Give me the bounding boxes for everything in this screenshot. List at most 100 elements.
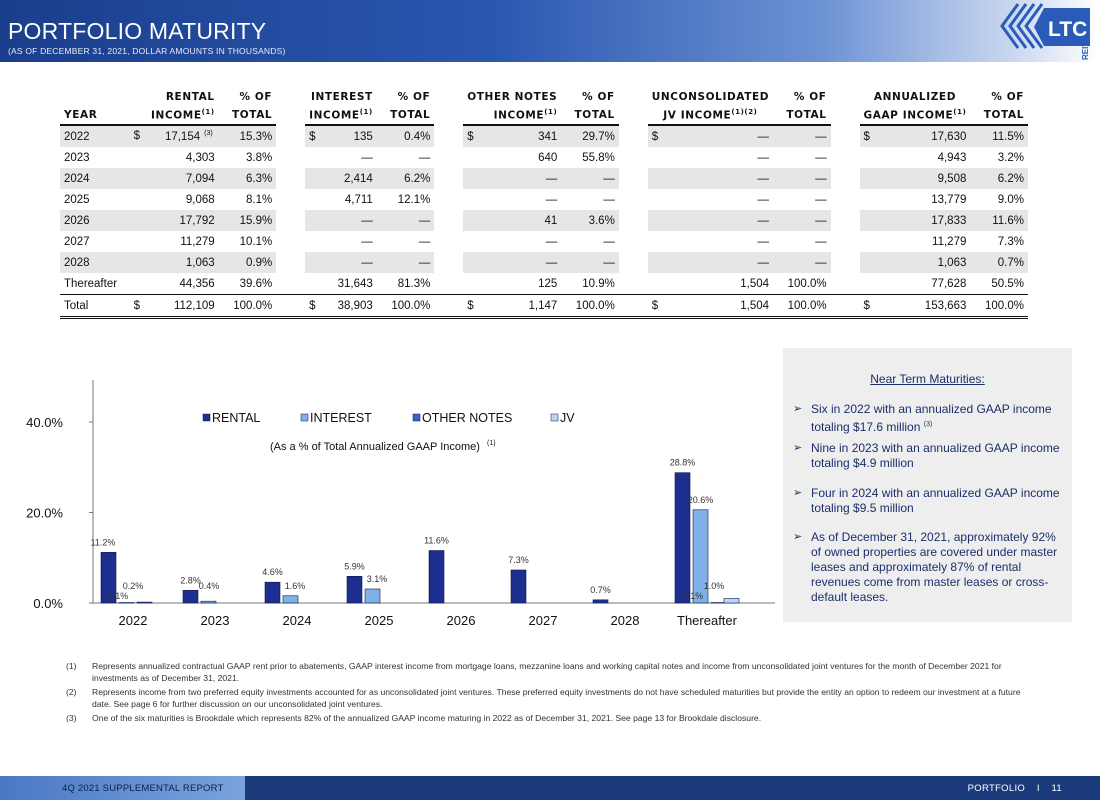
dollar-sign: $ xyxy=(309,130,316,143)
page-subtitle: (AS OF DECEMBER 31, 2021, DOLLAR AMOUNTS… xyxy=(8,46,286,56)
note-item: ➢ Four in 2024 with an annualized GAAP i… xyxy=(793,486,1060,515)
x-tick-label: 2028 xyxy=(611,613,640,628)
bar-rental xyxy=(346,576,363,604)
dollar-sign: $ xyxy=(309,299,316,312)
table-row: 2027 11,279 10.1% — — — — — —11,279 7.3% xyxy=(60,231,1028,252)
bar-rental xyxy=(592,599,609,604)
bar-other-notes xyxy=(136,601,153,604)
arrow-bullet-icon: ➢ xyxy=(793,531,803,543)
col-jv: UNCONSOLIDATED xyxy=(651,91,770,103)
table-row: 2022 $17,154 (3) 15.3% $135 0.4% $341 29.7% $ — — $… xyxy=(60,125,1028,147)
data-label: 4.6% xyxy=(262,567,283,577)
bar-rental xyxy=(182,590,199,604)
x-tick-label: 2024 xyxy=(283,613,312,628)
arrow-bullet-icon: ➢ xyxy=(793,487,803,499)
table-total-row: Total $112,109 100.0% $38,903 100.0% $1,147 10… xyxy=(60,294,1028,319)
ltc-logo: LTC REIT xyxy=(1000,3,1090,60)
bar-rental xyxy=(428,550,445,604)
footnote: (2) Represents income from two preferred … xyxy=(66,687,1021,709)
legend-swatch xyxy=(202,413,211,422)
data-label: 7.3% xyxy=(508,555,529,565)
bar-interest xyxy=(200,600,217,604)
bar-rental xyxy=(674,472,691,604)
note-item: ➢ Nine in 2023 with an annualized GAAP i… xyxy=(793,441,1060,470)
chart-annotation-sup: (1) xyxy=(487,440,496,447)
maturity-table: RENTAL % OF INTEREST % OF OTHER NOTES % … xyxy=(60,88,1028,319)
x-tick-label: 2023 xyxy=(201,613,230,628)
dollar-sign: $ xyxy=(133,130,140,143)
dollar-sign: $ xyxy=(863,299,870,312)
data-label: 11.2% xyxy=(91,537,116,547)
logo-text: LTC xyxy=(1048,18,1087,41)
col-interest: INTEREST xyxy=(310,91,373,103)
bar-rental xyxy=(510,569,527,604)
data-label: 3.1% xyxy=(367,574,388,584)
x-tick-label: 2025 xyxy=(365,613,394,628)
maturity-bar-chart: 0.0% 20.0% 40.0% 2022 2023 2024 2025 2026 2027 20… xyxy=(26,380,775,628)
data-label: 0.2% xyxy=(123,581,144,591)
dollar-sign: $ xyxy=(863,130,870,143)
dollar-sign: $ xyxy=(133,299,140,312)
data-label: 0.7% xyxy=(590,585,611,595)
legend-swatch xyxy=(300,413,309,422)
legend-label: INTEREST xyxy=(310,411,372,425)
near-term-maturities-panel: Near Term Maturities: ➢ Six in 2022 with… xyxy=(783,348,1072,622)
col-gaap: ANNUALIZED xyxy=(873,91,957,103)
page-header: PORTFOLIO MATURITY (AS OF DECEMBER 31, 2… xyxy=(0,0,1100,62)
dollar-sign: $ xyxy=(651,299,659,312)
legend-swatch xyxy=(412,413,421,422)
legend-label: JV xyxy=(560,411,575,425)
table-row: 2024 7,094 6.3% 2,414 6.2% — — — —9,508 6.2% xyxy=(60,168,1028,189)
page-footer: 4Q 2021 SUPPLEMENTAL REPORT PORTFOLIO I … xyxy=(0,776,1100,800)
table-row: 2026 17,792 15.9% — —41 3.6% — —17,833 11.6% xyxy=(60,210,1028,231)
dollar-sign: $ xyxy=(651,130,659,143)
data-label: 2.8% xyxy=(180,575,201,585)
bar-rental xyxy=(100,552,117,604)
x-tick-label: 2026 xyxy=(447,613,476,628)
table-header-row-2: YEAR INCOME(1) TOTAL INCOME(1) TOTAL INC… xyxy=(60,106,1028,126)
x-tick-label: Thereafter xyxy=(677,613,738,628)
bar-interest xyxy=(364,588,381,604)
col-year: YEAR xyxy=(60,106,130,126)
data-label: 1.6% xyxy=(285,581,306,591)
data-label: 0.1% xyxy=(683,591,704,601)
notes-title: Near Term Maturities: xyxy=(870,372,985,386)
footnote: (1) Represents annualized contractual GAA… xyxy=(66,661,1002,683)
data-label: 28.8% xyxy=(670,458,696,468)
table-row: 2028 1,063 0.9% — — — — — —1,063 0.7% xyxy=(60,252,1028,273)
data-label: 0.4% xyxy=(199,581,220,591)
data-label: 20.6% xyxy=(688,495,714,505)
bar-interest xyxy=(692,509,709,604)
data-label: 1.0% xyxy=(704,581,725,591)
report-name: 4Q 2021 SUPPLEMENTAL REPORT xyxy=(62,783,224,794)
footnote: (3) One of the six maturities is Brookdal… xyxy=(66,713,762,723)
x-tick-label: 2022 xyxy=(119,613,148,628)
y-tick-label: 0.0% xyxy=(33,596,63,611)
legend-label: OTHER NOTES xyxy=(422,411,512,425)
legend-label: RENTAL xyxy=(212,411,260,425)
col-rental: RENTAL xyxy=(165,91,215,103)
page-section-number: PORTFOLIO I 11 xyxy=(967,783,1062,794)
table-row: 2023 4,303 3.8% — —640 55.8% — —4,943 3.2% xyxy=(60,147,1028,168)
bar-interest xyxy=(282,595,299,604)
dollar-sign: $ xyxy=(467,130,474,143)
logo-sub: REIT xyxy=(1081,42,1090,60)
chart-annotation: (As a % of Total Annualized GAAP Income) xyxy=(270,441,480,453)
data-label: 11.6% xyxy=(424,536,449,546)
arrow-bullet-icon: ➢ xyxy=(793,442,803,454)
table-row: 2025 9,068 8.1% 4,711 12.1% — — — —13,779 9.0% xyxy=(60,189,1028,210)
dollar-sign: $ xyxy=(467,299,474,312)
col-other: OTHER NOTES xyxy=(467,91,558,103)
data-label: 5.9% xyxy=(344,561,365,571)
legend-swatch xyxy=(550,413,559,422)
y-tick-label: 40.0% xyxy=(26,415,63,430)
data-label: 0.1% xyxy=(108,591,129,601)
page-title: PORTFOLIO MATURITY xyxy=(8,18,267,44)
table-row: Thereafter 44,356 39.6% 31,643 81.3% 125 10.9%… xyxy=(60,273,1028,295)
arrow-bullet-icon: ➢ xyxy=(793,403,803,415)
y-tick-label: 20.0% xyxy=(26,506,63,521)
note-item: ➢ As of December 31, 2021, approximately… xyxy=(793,530,1058,604)
note-item: ➢ Six in 2022 with an annualized GAAP in… xyxy=(793,402,1052,434)
table-header-row-1: RENTAL % OF INTEREST % OF OTHER NOTES % … xyxy=(60,88,1028,106)
bar-jv xyxy=(723,598,740,604)
